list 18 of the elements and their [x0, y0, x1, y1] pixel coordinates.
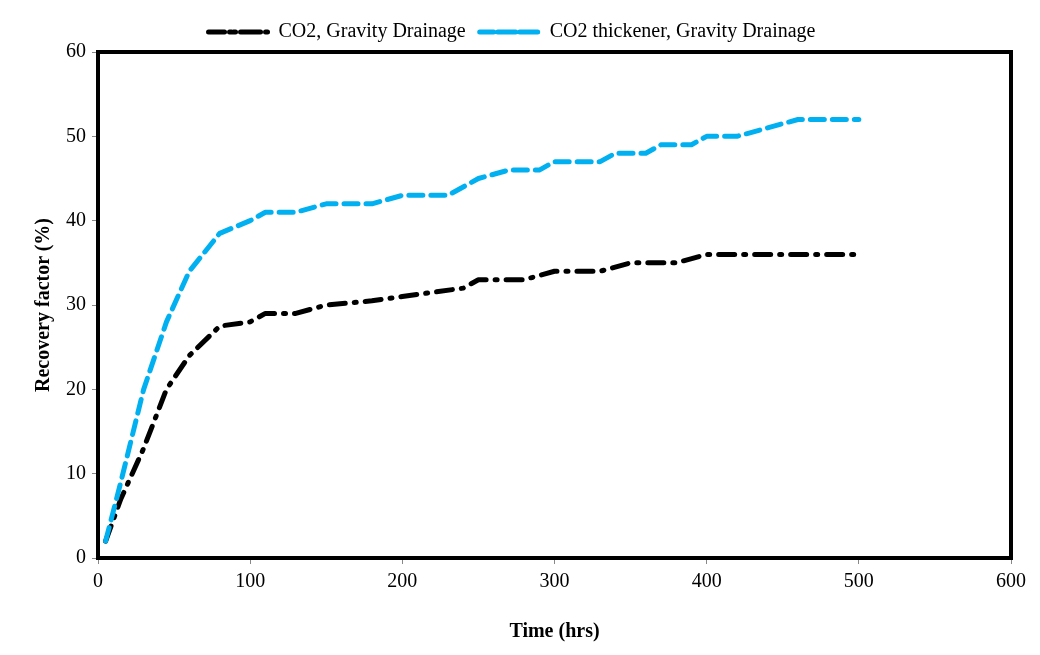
x-tick-label: 0 [93, 569, 103, 592]
y-axis-title: Recovery factor (%) [31, 218, 55, 392]
legend-label: CO2 thickener, Gravity Drainage [549, 19, 816, 43]
x-tick-label: 500 [843, 569, 874, 592]
y-tick-label: 60 [66, 39, 86, 62]
y-tick-label: 50 [66, 123, 86, 146]
legend-label: CO2, Gravity Drainage [278, 19, 466, 43]
x-tick-label: 600 [996, 569, 1026, 592]
x-axis-title: Time (hrs) [509, 619, 600, 643]
y-tick-label: 30 [66, 292, 86, 315]
x-tick-label: 300 [539, 569, 570, 592]
y-tick-label: 0 [76, 545, 86, 568]
x-tick-label: 400 [691, 569, 722, 592]
y-tick-label: 40 [66, 207, 86, 230]
x-tick-label: 100 [235, 569, 266, 592]
x-tick-label: 200 [387, 569, 418, 592]
y-tick-label: 20 [66, 376, 86, 399]
y-tick-label: 10 [66, 460, 86, 483]
